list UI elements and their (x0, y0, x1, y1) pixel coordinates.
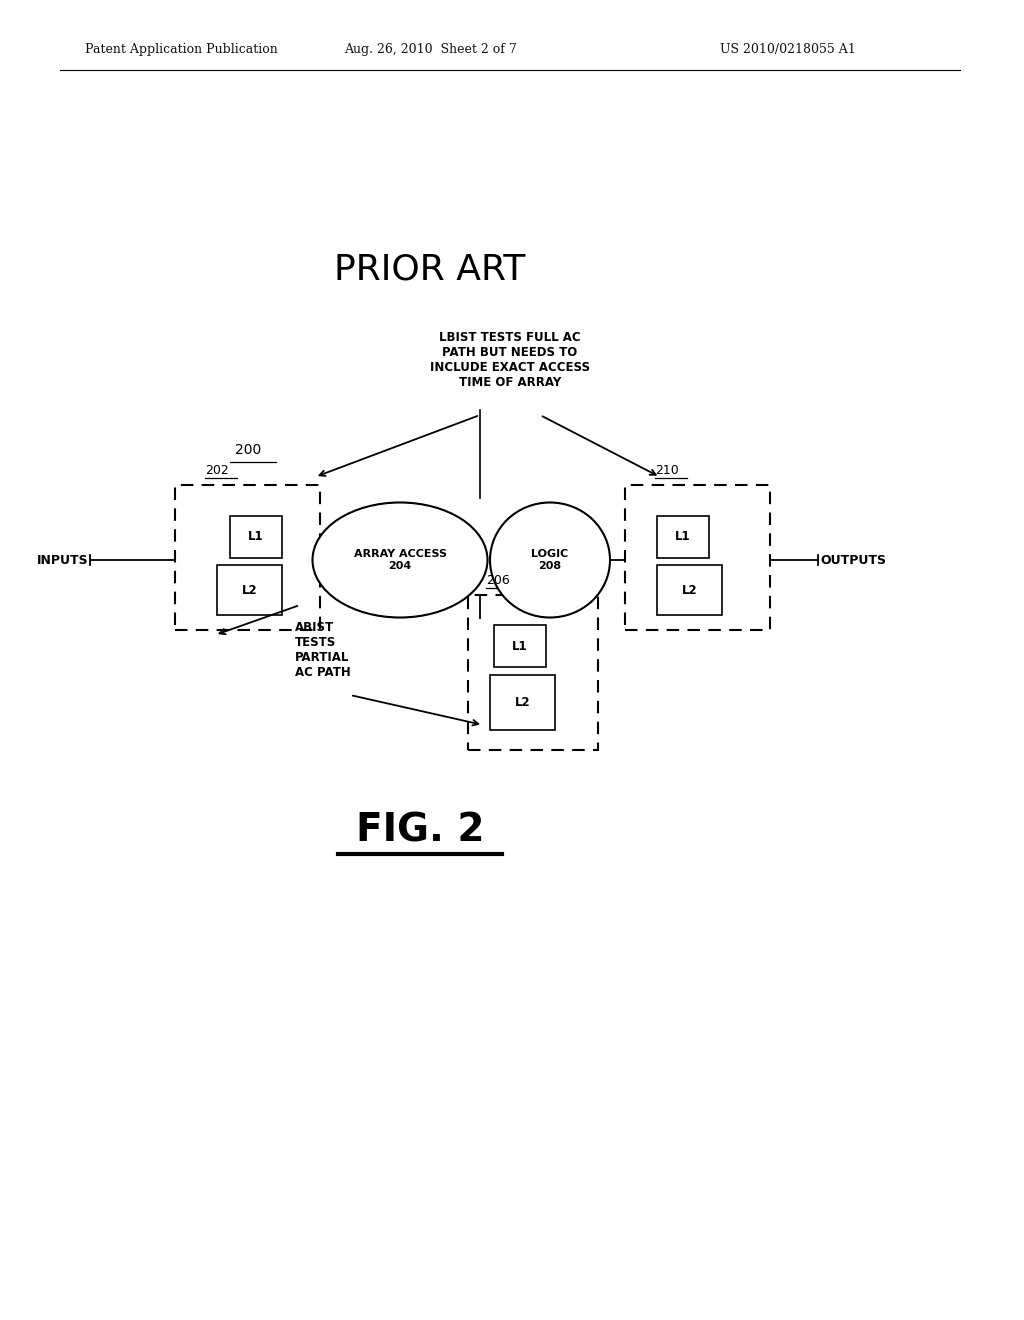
Ellipse shape (312, 503, 487, 618)
Text: 200: 200 (234, 444, 261, 457)
Text: US 2010/0218055 A1: US 2010/0218055 A1 (720, 44, 856, 57)
Text: L1: L1 (512, 639, 527, 652)
Text: Patent Application Publication: Patent Application Publication (85, 44, 278, 57)
Text: 202: 202 (205, 465, 228, 477)
Ellipse shape (490, 503, 610, 618)
Text: 210: 210 (655, 465, 679, 477)
Text: Aug. 26, 2010  Sheet 2 of 7: Aug. 26, 2010 Sheet 2 of 7 (344, 44, 516, 57)
Text: ARRAY ACCESS
204: ARRAY ACCESS 204 (353, 549, 446, 570)
Bar (230, 516, 282, 558)
Text: ABIST
TESTS
PARTIAL
AC PATH: ABIST TESTS PARTIAL AC PATH (295, 620, 351, 678)
Text: L2: L2 (242, 583, 257, 597)
Text: L2: L2 (515, 696, 530, 709)
Text: 206: 206 (486, 574, 510, 587)
Text: LBIST TESTS FULL AC
PATH BUT NEEDS TO
INCLUDE EXACT ACCESS
TIME OF ARRAY: LBIST TESTS FULL AC PATH BUT NEEDS TO IN… (430, 331, 590, 389)
Text: OUTPUTS: OUTPUTS (820, 553, 886, 566)
Text: L1: L1 (248, 531, 264, 544)
Text: L1: L1 (675, 531, 691, 544)
Text: PRIOR ART: PRIOR ART (334, 253, 525, 286)
Bar (468, 595, 598, 750)
Text: LOGIC
208: LOGIC 208 (531, 549, 568, 570)
Text: L2: L2 (682, 583, 697, 597)
Bar (625, 484, 770, 630)
Bar (490, 675, 555, 730)
Bar (657, 565, 722, 615)
Text: INPUTS: INPUTS (37, 553, 88, 566)
Bar (217, 565, 282, 615)
Text: FIG. 2: FIG. 2 (355, 810, 484, 849)
Bar (494, 624, 546, 667)
Bar (657, 516, 709, 558)
Bar (175, 484, 319, 630)
